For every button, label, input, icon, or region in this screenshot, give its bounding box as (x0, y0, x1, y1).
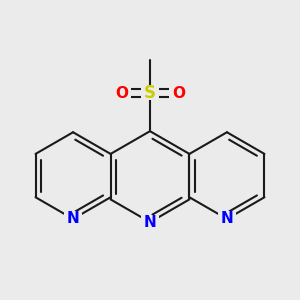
Bar (112, 86, 131, 101)
Text: N: N (67, 212, 80, 226)
Text: S: S (144, 84, 156, 102)
Text: O: O (172, 86, 185, 101)
Bar (218, 212, 236, 226)
Bar (64, 212, 83, 226)
Text: N: N (144, 215, 156, 230)
Bar (141, 215, 159, 230)
Text: O: O (115, 86, 128, 101)
Bar (141, 85, 159, 100)
Bar (169, 86, 188, 101)
Text: N: N (220, 212, 233, 226)
